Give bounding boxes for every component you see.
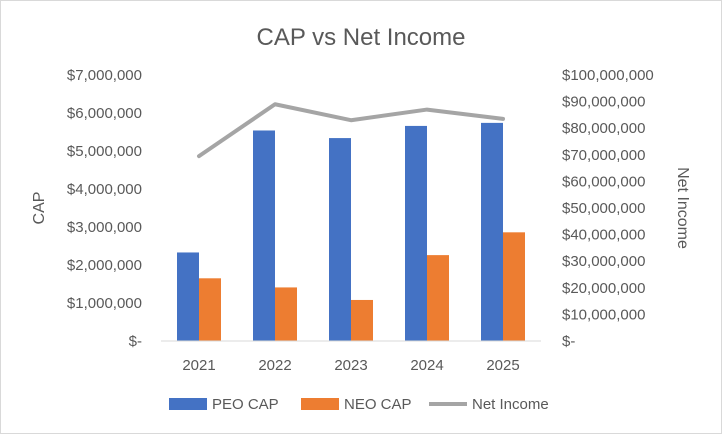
peo-cap-bar: [405, 125, 427, 341]
neo-cap-bar: [503, 232, 525, 341]
y-tick-label: $6,000,000: [67, 105, 142, 122]
y2-tick-label: $100,000,000: [562, 67, 654, 84]
x-tick-label: 2022: [258, 357, 291, 374]
legend-swatch-neo-cap: [301, 398, 339, 410]
legend-label-peo-cap: PEO CAP: [212, 396, 279, 413]
y-axis-label: CAP: [31, 192, 48, 225]
y-tick-label: $4,000,000: [67, 181, 142, 198]
y2-tick-label: $20,000,000: [562, 280, 645, 297]
net-income-line: [197, 102, 505, 159]
y-tick-label: $1,000,000: [67, 295, 142, 312]
x-tick-label: 2025: [486, 357, 519, 374]
y-tick-label: $5,000,000: [67, 143, 142, 160]
legend-label-net-income: Net Income: [472, 396, 549, 413]
chart-title: CAP vs Net Income: [257, 24, 466, 51]
x-tick-label: 2024: [410, 357, 443, 374]
bar-series: [177, 122, 525, 341]
peo-cap-bar: [177, 252, 199, 341]
y2-axis-label: Net Income: [674, 167, 691, 249]
y2-tick-label: $90,000,000: [562, 94, 645, 111]
x-axis-ticks: 2021 2022 2023 2024 2025: [182, 357, 519, 374]
x-tick-label: 2023: [334, 357, 367, 374]
line-series: [197, 102, 505, 159]
peo-cap-bar: [253, 130, 275, 341]
y2-tick-label: $30,000,000: [562, 253, 645, 270]
y-axis-ticks: $- $1,000,000 $2,000,000 $3,000,000 $4,000,0…: [67, 67, 142, 350]
y2-tick-label: $60,000,000: [562, 173, 645, 190]
y2-tick-label: $80,000,000: [562, 120, 645, 137]
y2-tick-label: $10,000,000: [562, 306, 645, 323]
y2-tick-label: $-: [562, 333, 575, 350]
legend-label-neo-cap: NEO CAP: [344, 396, 412, 413]
neo-cap-bar: [275, 287, 297, 341]
neo-cap-bar: [351, 299, 373, 341]
legend: PEO CAP NEO CAP Net Income: [169, 396, 549, 413]
peo-cap-bar: [481, 122, 503, 341]
y-tick-label: $7,000,000: [67, 67, 142, 84]
y-tick-label: $-: [129, 333, 142, 350]
peo-cap-bar: [329, 138, 351, 341]
y-tick-label: $2,000,000: [67, 257, 142, 274]
legend-swatch-peo-cap: [169, 398, 207, 410]
neo-cap-bar: [427, 255, 449, 341]
y2-tick-label: $50,000,000: [562, 200, 645, 217]
x-tick-label: 2021: [182, 357, 215, 374]
y2-axis-ticks: $- $10,000,000 $20,000,000 $30,000,000 $40,0…: [562, 67, 654, 350]
y-tick-label: $3,000,000: [67, 219, 142, 236]
y2-tick-label: $70,000,000: [562, 147, 645, 164]
y2-tick-label: $40,000,000: [562, 227, 645, 244]
neo-cap-bar: [199, 278, 221, 341]
